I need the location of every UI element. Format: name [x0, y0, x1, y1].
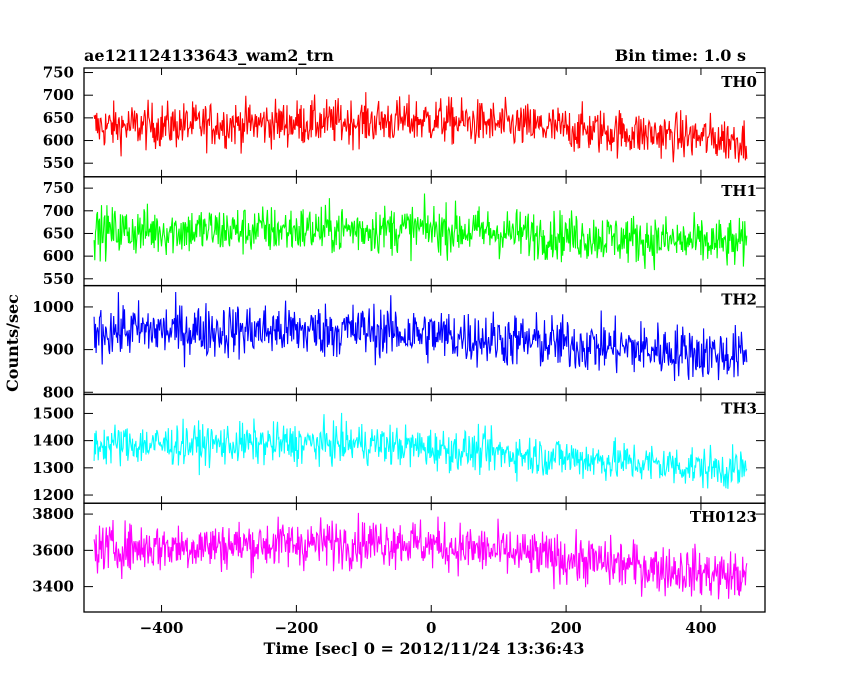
panel-label-th0123: TH0123	[690, 508, 757, 526]
y-tick-label: 3800	[32, 505, 74, 523]
panel-th1: 550 600 650 700 750 TH1	[43, 176, 766, 288]
y-tick-label: 650	[43, 224, 74, 242]
y-tick-label: 750	[43, 64, 74, 82]
y-tick-label: 600	[43, 247, 74, 265]
bin-time-label: Bin time: 1.0 s	[615, 46, 746, 65]
panel-frame	[83, 67, 766, 178]
panel-th0123: 3400 3600 3800 TH0123	[32, 502, 766, 613]
panel-frame	[83, 502, 766, 613]
panel-label-th1: TH1	[721, 182, 757, 200]
y-tick-label: 3400	[32, 578, 74, 596]
panel-label-th2: TH2	[721, 291, 757, 309]
y-tick-label: 650	[43, 109, 74, 127]
y-tick-label: 1500	[32, 404, 74, 422]
panel-label-th0: TH0	[721, 73, 757, 91]
y-tick-label: 600	[43, 132, 74, 150]
panel-frame	[83, 284, 766, 396]
series-line-th3	[93, 412, 748, 489]
series-line-th0	[93, 92, 748, 163]
y-tick-label: 700	[43, 202, 74, 220]
y-tick-label: 800	[43, 383, 74, 401]
y-tick-label: 3600	[32, 541, 74, 559]
x-tick-label: 200	[550, 619, 581, 637]
series-line-th0123	[93, 512, 748, 600]
y-tick-label: 550	[43, 154, 74, 172]
x-tick-label: −200	[274, 619, 318, 637]
x-tick-label: 0	[426, 619, 436, 637]
y-tick-label: 550	[43, 270, 74, 288]
y-tick-label: 1300	[32, 459, 74, 477]
panel-th2: 800 900 1000 TH2	[32, 284, 766, 401]
y-tick-label: 700	[43, 86, 74, 104]
panels-group: 550 600 650 700 750 TH0 550 600 650 700 750 TH1 800 9…	[32, 64, 766, 637]
x-axis-label: Time [sec] 0 = 2012/11/24 13:36:43	[264, 639, 585, 658]
x-tick-label: 400	[685, 619, 716, 637]
y-tick-label: 1000	[32, 298, 74, 316]
y-tick-label: 1200	[32, 486, 74, 504]
panel-th3: 1200 1300 1400 1500 TH3	[32, 393, 766, 504]
series-line-th2	[93, 291, 748, 382]
x-tick-label: −400	[140, 619, 184, 637]
series-line-th1	[93, 193, 748, 271]
y-axis-label: Counts/sec	[3, 294, 22, 392]
chart-title: ae121124133643_wam2_trn	[84, 46, 334, 65]
y-tick-label: 1400	[32, 432, 74, 450]
y-tick-label: 750	[43, 179, 74, 197]
y-tick-label: 900	[43, 341, 74, 359]
panel-label-th3: TH3	[721, 399, 757, 417]
panel-th0: 550 600 650 700 750 TH0	[43, 64, 766, 178]
